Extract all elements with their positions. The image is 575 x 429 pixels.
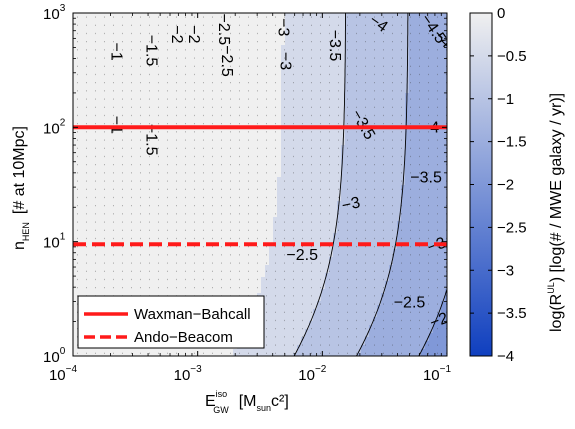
plot-area: −1−1−1.5−1.5−2 −2 −2.5−2.5−3−3 −3.5−3.5−4 −4… (73, 13, 447, 356)
